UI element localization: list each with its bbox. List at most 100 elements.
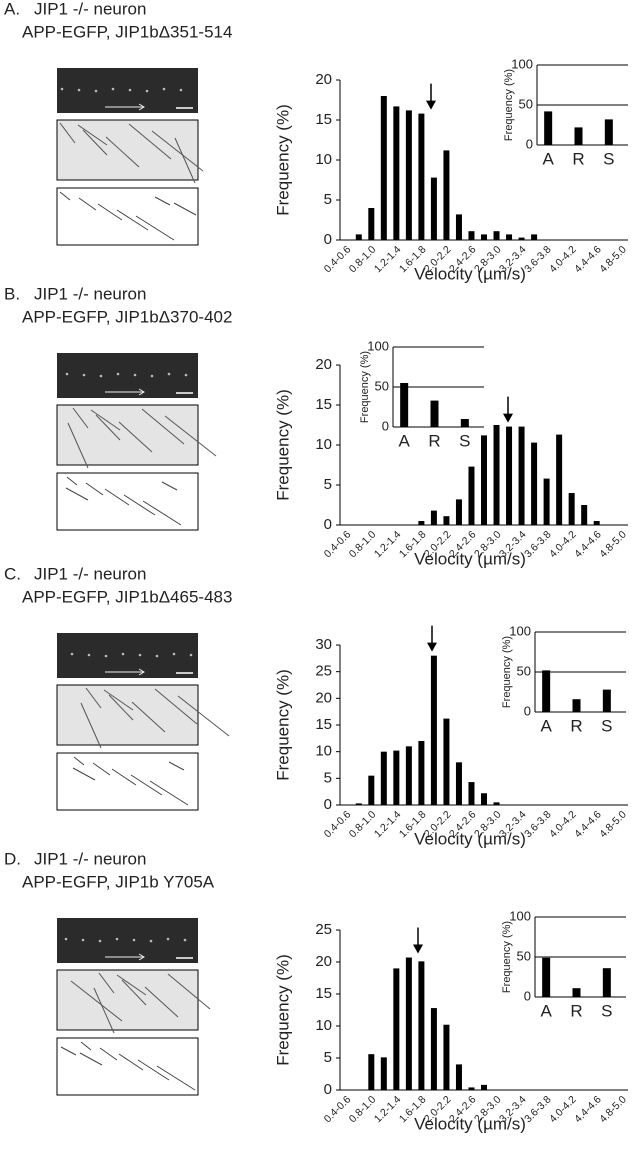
image-arrow-head	[138, 953, 145, 961]
inset-bar	[542, 670, 551, 712]
x-tick-label: 3.6-3.8	[522, 808, 554, 840]
panel-subtitle: APP-EGFP, JIP1bΔ370-402	[22, 307, 232, 326]
image-spot	[150, 374, 154, 378]
kymo-track	[82, 129, 108, 156]
kymo-track	[128, 123, 172, 160]
mean-arrow-head	[413, 944, 423, 954]
inset-x-tick-label: A	[540, 716, 552, 735]
y-tick-label: 0	[324, 1081, 332, 1098]
trace-line	[116, 209, 149, 231]
panel-title: JIP1 -/- neuron	[34, 284, 146, 303]
y-tick-label: 10	[315, 743, 332, 760]
x-tick-label: 4.0-4.2	[547, 528, 579, 560]
kymo-track	[95, 414, 121, 441]
trace-line	[142, 500, 182, 526]
bar	[418, 521, 425, 525]
inset-x-tick-label: S	[459, 431, 470, 450]
x-tick-label: 4.8-5.0	[597, 243, 629, 275]
inset-bar	[430, 400, 439, 427]
image-spot	[179, 88, 183, 92]
kymo-track	[144, 986, 179, 1018]
inset-y-tick-label: 50	[519, 96, 533, 111]
image-spot	[121, 652, 125, 656]
trace-line	[135, 215, 175, 241]
panel-label: D.	[4, 849, 21, 868]
kymo-track	[70, 980, 123, 1022]
kymo-track	[98, 972, 115, 994]
trace-line	[92, 762, 111, 776]
trace-line	[156, 1065, 196, 1091]
y-tick-label: 20	[315, 71, 332, 88]
image-frame	[57, 918, 198, 963]
kymo-track	[105, 136, 140, 168]
x-tick-label: 0.8-1.0	[347, 1093, 379, 1125]
bar	[443, 718, 450, 805]
inset-bar	[602, 689, 611, 712]
kymo-track	[116, 974, 147, 996]
inset-y-axis-label: Frequency (%)	[503, 69, 515, 141]
image-spot	[184, 373, 188, 377]
kymo-track	[85, 687, 102, 709]
inset-x-tick-label: R	[570, 1001, 582, 1020]
bar	[405, 110, 412, 241]
bar	[393, 750, 400, 805]
image-spot	[81, 938, 85, 942]
panel-label: A.	[4, 0, 20, 18]
trace-line	[168, 761, 185, 771]
bar	[355, 234, 362, 240]
inset-y-tick-label: 0	[524, 703, 531, 718]
y-tick-label: 0	[324, 796, 332, 813]
bar	[418, 741, 425, 805]
bar	[418, 961, 425, 1090]
bar	[531, 442, 538, 525]
inset-x-tick-label: R	[428, 431, 440, 450]
image-spot	[132, 938, 136, 942]
x-tick-label: 0.4-0.6	[322, 243, 354, 275]
x-tick-label: 0.4-0.6	[322, 528, 354, 560]
trace-line	[118, 1053, 144, 1071]
trace-line	[80, 1041, 92, 1051]
kymo-track	[59, 122, 76, 144]
bar	[455, 499, 462, 525]
bar	[430, 177, 437, 240]
bar	[405, 957, 412, 1090]
bar	[481, 435, 487, 525]
kymo-track	[141, 408, 185, 445]
kymo-track	[108, 694, 134, 721]
kymo-track	[121, 979, 147, 1006]
mean-arrow-head	[426, 100, 436, 110]
trace-line	[154, 196, 171, 206]
kymo-track	[67, 422, 89, 469]
image-spot	[128, 88, 132, 92]
image-spot	[145, 89, 149, 93]
panel-subtitle: APP-EGFP, JIP1bΔ465-483	[22, 587, 232, 606]
trace-line	[173, 202, 197, 216]
x-axis-label: Velocity (µm/s)	[414, 1114, 526, 1133]
x-tick-label: 0.8-1.0	[347, 243, 379, 275]
image-spot	[189, 653, 193, 657]
bar	[355, 803, 362, 805]
trace-line	[97, 203, 123, 221]
x-tick-label: 0.4-0.6	[322, 1093, 354, 1125]
bar	[443, 516, 450, 525]
inset-bar	[460, 419, 469, 427]
inset-x-tick-label: R	[570, 716, 582, 735]
bar	[568, 493, 575, 525]
inset-y-tick-label: 0	[526, 136, 533, 151]
x-tick-label: 4.4-4.6	[572, 808, 604, 840]
trace-line	[72, 767, 96, 781]
bar	[506, 234, 513, 240]
x-tick-label: 3.6-3.8	[522, 528, 554, 560]
inset-y-tick-label: 0	[524, 988, 531, 1003]
image-frame	[57, 353, 198, 398]
bar	[468, 231, 475, 240]
y-tick-label: 25	[315, 663, 332, 680]
inset-y-tick-label: 100	[509, 623, 531, 638]
x-tick-label: 1.2-1.4	[372, 243, 404, 275]
inset-x-tick-label: A	[542, 149, 554, 168]
inset-y-tick-label: 100	[509, 908, 531, 923]
y-tick-label: 20	[315, 356, 332, 373]
bar	[393, 968, 400, 1090]
inset-x-tick-label: S	[603, 149, 614, 168]
bar	[455, 1064, 462, 1090]
